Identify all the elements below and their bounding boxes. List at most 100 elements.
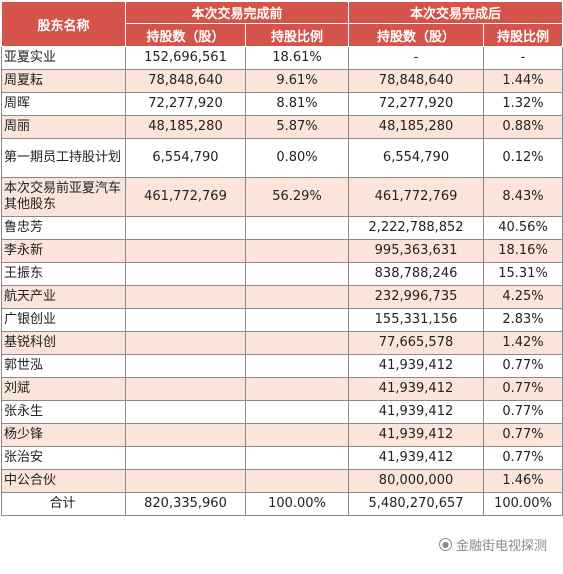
after-shares-cell: 461,772,769 — [348, 177, 485, 217]
after-shares-cell: 232,996,735 — [348, 285, 485, 309]
shareholder-name-cell: 航天产业 — [1, 285, 126, 309]
shareholder-name-cell: 鲁忠芳 — [1, 216, 126, 240]
after-shares-cell: 995,363,631 — [348, 239, 485, 263]
after-ratio-cell: 1.46% — [483, 469, 563, 493]
group-header-before: 本次交易完成前 — [124, 1, 350, 24]
shareholder-name-cell: 杨少锋 — [1, 423, 126, 447]
shareholder-name-cell: 周夏耘 — [1, 69, 126, 93]
shareholder-name-cell: 郭世泓 — [1, 354, 126, 378]
after-ratio-cell: 8.43% — [483, 177, 563, 217]
before-ratio-cell — [244, 308, 350, 332]
after-shares-cell: 48,185,280 — [348, 115, 485, 139]
table-row: 鲁忠芳 2,222,788,852 40.56% — [1, 216, 563, 240]
before-shares-cell — [125, 308, 246, 332]
total-before-shares: 820,335,960 — [125, 492, 246, 516]
after-ratio-cell: 0.77% — [483, 377, 563, 401]
after-shares-cell: 41,939,412 — [348, 446, 485, 470]
before-shares-cell: 6,554,790 — [125, 138, 246, 178]
table-row: 广银创业 155,331,156 2.83% — [1, 308, 563, 332]
after-ratio-cell: 1.32% — [483, 92, 563, 116]
after-ratio-cell: 0.77% — [483, 354, 563, 378]
shareholder-name-cell: 张永生 — [1, 400, 126, 424]
after-shares-cell: 41,939,412 — [348, 400, 485, 424]
table-row: 中公合伙 80,000,000 1.46% — [1, 469, 563, 493]
before-ratio-cell — [244, 400, 350, 424]
before-shares-cell — [125, 446, 246, 470]
col-header-before-shares: 持股数（股） — [125, 23, 246, 47]
before-ratio-cell: 56.29% — [244, 177, 350, 217]
before-shares-cell — [125, 400, 246, 424]
shareholder-name-cell: 王振东 — [1, 262, 126, 286]
after-shares-cell: 2,222,788,852 — [348, 216, 485, 240]
before-ratio-cell — [244, 377, 350, 401]
shareholder-name-cell: 广银创业 — [1, 308, 126, 332]
before-ratio-cell: 9.61% — [244, 69, 350, 93]
wechat-logo-icon: ● — [438, 538, 452, 551]
after-ratio-cell: 0.77% — [483, 423, 563, 447]
after-ratio-cell: 1.42% — [483, 331, 563, 355]
table-row: 王振东 838,788,246 15.31% — [1, 262, 563, 286]
before-ratio-cell — [244, 262, 350, 286]
table-row: 亚夏实业 152,696,561 18.61% - - — [1, 46, 563, 70]
before-shares-cell: 48,185,280 — [125, 115, 246, 139]
watermark: ● 金融街电视探测 — [436, 535, 549, 554]
col-header-after-shares: 持股数（股） — [348, 23, 485, 47]
after-shares-cell: - — [348, 46, 485, 70]
after-ratio-cell: 18.16% — [483, 239, 563, 263]
after-shares-cell: 155,331,156 — [348, 308, 485, 332]
before-ratio-cell — [244, 354, 350, 378]
before-shares-cell — [125, 216, 246, 240]
table-row: 杨少锋 41,939,412 0.77% — [1, 423, 563, 447]
after-shares-cell: 72,277,920 — [348, 92, 485, 116]
total-before-ratio: 100.00% — [244, 492, 350, 516]
shareholder-name-cell: 周晖 — [1, 92, 126, 116]
after-shares-cell: 6,554,790 — [348, 138, 485, 178]
header-row-1: 股东名称 本次交易完成前 本次交易完成后 — [1, 1, 563, 47]
table-row: 张永生 41,939,412 0.77% — [1, 400, 563, 424]
shareholder-name-cell: 基锐科创 — [1, 331, 126, 355]
table-row: 本次交易前亚夏汽车其他股东 461,772,769 56.29% 461,772,76… — [1, 177, 563, 217]
shareholding-table: 股东名称 本次交易完成前 本次交易完成后 持股数（股） 持股比例 持股数（股） … — [1, 1, 563, 516]
total-label: 合计 — [1, 492, 126, 516]
col-header-name: 股东名称 — [1, 1, 126, 47]
before-shares-cell — [125, 285, 246, 309]
before-ratio-cell: 8.81% — [244, 92, 350, 116]
after-ratio-cell: 0.77% — [483, 400, 563, 424]
before-shares-cell: 72,277,920 — [125, 92, 246, 116]
after-ratio-cell: 0.88% — [483, 115, 563, 139]
after-ratio-cell: 0.77% — [483, 446, 563, 470]
after-shares-cell: 78,848,640 — [348, 69, 485, 93]
watermark-text: 金融街电视探测 — [455, 539, 547, 554]
col-header-after-ratio: 持股比例 — [483, 23, 563, 47]
table-row: 刘斌 41,939,412 0.77% — [1, 377, 563, 401]
after-shares-cell: 41,939,412 — [348, 423, 485, 447]
before-shares-cell — [125, 423, 246, 447]
table-row: 郭世泓 41,939,412 0.77% — [1, 354, 563, 378]
table-row: 周丽 48,185,280 5.87% 48,185,280 0.88% — [1, 115, 563, 139]
before-ratio-cell — [244, 469, 350, 493]
after-ratio-cell: - — [483, 46, 563, 70]
before-ratio-cell — [244, 285, 350, 309]
after-ratio-cell: 40.56% — [483, 216, 563, 240]
shareholder-name-cell: 李永新 — [1, 239, 126, 263]
before-ratio-cell — [244, 239, 350, 263]
after-ratio-cell: 2.83% — [483, 308, 563, 332]
table-row: 张治安 41,939,412 0.77% — [1, 446, 563, 470]
before-ratio-cell — [244, 446, 350, 470]
before-shares-cell — [125, 469, 246, 493]
total-after-ratio: 100.00% — [483, 492, 563, 516]
shareholder-name-cell: 亚夏实业 — [1, 46, 126, 70]
before-ratio-cell: 5.87% — [244, 115, 350, 139]
shareholder-name-cell: 中公合伙 — [1, 469, 126, 493]
before-ratio-cell: 18.61% — [244, 46, 350, 70]
col-header-before-ratio: 持股比例 — [244, 23, 350, 47]
before-ratio-cell — [244, 423, 350, 447]
after-ratio-cell: 4.25% — [483, 285, 563, 309]
after-shares-cell: 41,939,412 — [348, 377, 485, 401]
after-shares-cell: 77,665,578 — [348, 331, 485, 355]
before-shares-cell: 461,772,769 — [125, 177, 246, 217]
table-row: 第一期员工持股计划 6,554,790 0.80% 6,554,790 0.12% — [1, 138, 563, 178]
after-ratio-cell: 0.12% — [483, 138, 563, 178]
shareholder-name-cell: 第一期员工持股计划 — [1, 138, 126, 178]
